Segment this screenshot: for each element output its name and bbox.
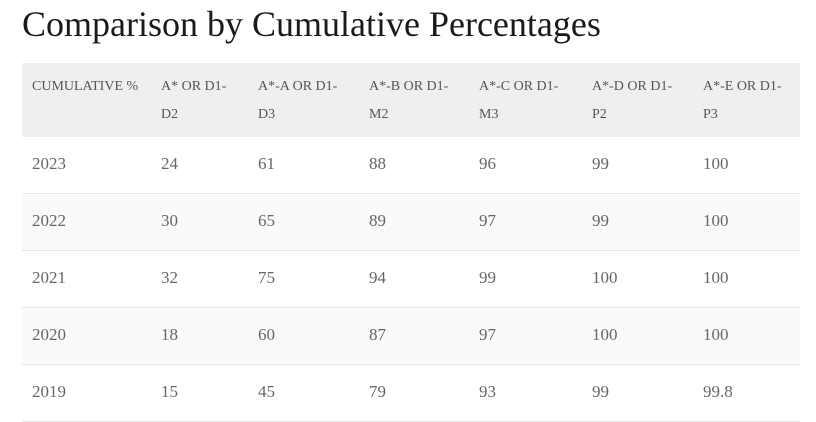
column-header: A*-E OR D1-P3: [693, 63, 800, 137]
table-cell: 32: [151, 250, 248, 308]
table-cell: 65: [248, 193, 359, 251]
table-row: 2021 32 75 94 99 100 100: [22, 250, 800, 308]
column-header: A*-B OR D1-M2: [359, 63, 469, 137]
table-row: 2023 24 61 88 96 99 100: [22, 137, 800, 194]
table-cell: 99: [582, 364, 693, 422]
table-row: 2022 30 65 89 97 99 100: [22, 193, 800, 251]
table-cell: 45: [248, 364, 359, 422]
column-header: A* OR D1-D2: [151, 63, 248, 137]
table-cell: 96: [469, 137, 582, 194]
table-header-row: CUMULATIVE % A* OR D1-D2 A*-A OR D1-D3 A…: [22, 63, 800, 137]
table-cell: 100: [693, 137, 800, 194]
column-header: A*-C OR D1-M3: [469, 63, 582, 137]
table-cell: 93: [469, 364, 582, 422]
table-row: 2019 15 45 79 93 99 99.8: [22, 364, 800, 422]
table-cell: 100: [693, 250, 800, 308]
year-cell: 2019: [22, 364, 151, 422]
year-cell: 2020: [22, 307, 151, 365]
table-cell: 97: [469, 307, 582, 365]
table-cell: 18: [151, 307, 248, 365]
column-header: A*-A OR D1-D3: [248, 63, 359, 137]
table-cell: 100: [693, 307, 800, 365]
table-cell: 100: [693, 193, 800, 251]
table-cell: 94: [359, 250, 469, 308]
year-cell: 2021: [22, 250, 151, 308]
column-header: CUMULATIVE %: [22, 63, 151, 137]
table-cell: 61: [248, 137, 359, 194]
table-cell: 88: [359, 137, 469, 194]
table-cell: 87: [359, 307, 469, 365]
table-cell: 15: [151, 364, 248, 422]
table-cell: 30: [151, 193, 248, 251]
year-cell: 2022: [22, 193, 151, 251]
table-cell: 24: [151, 137, 248, 194]
table-cell: 100: [582, 307, 693, 365]
table-cell: 99: [469, 250, 582, 308]
year-cell: 2023: [22, 137, 151, 194]
table-cell: 99: [582, 193, 693, 251]
table-cell: 75: [248, 250, 359, 308]
table-cell: 79: [359, 364, 469, 422]
table-cell: 97: [469, 193, 582, 251]
table-cell: 99.8: [693, 364, 800, 422]
table-cell: 89: [359, 193, 469, 251]
table-cell: 99: [582, 137, 693, 194]
page-title: Comparison by Cumulative Percentages: [22, 4, 601, 44]
table-row: 2020 18 60 87 97 100 100: [22, 307, 800, 365]
table-cell: 100: [582, 250, 693, 308]
table-cell: 60: [248, 307, 359, 365]
cumulative-percentages-table: CUMULATIVE % A* OR D1-D2 A*-A OR D1-D3 A…: [22, 63, 800, 422]
column-header: A*-D OR D1-P2: [582, 63, 693, 137]
